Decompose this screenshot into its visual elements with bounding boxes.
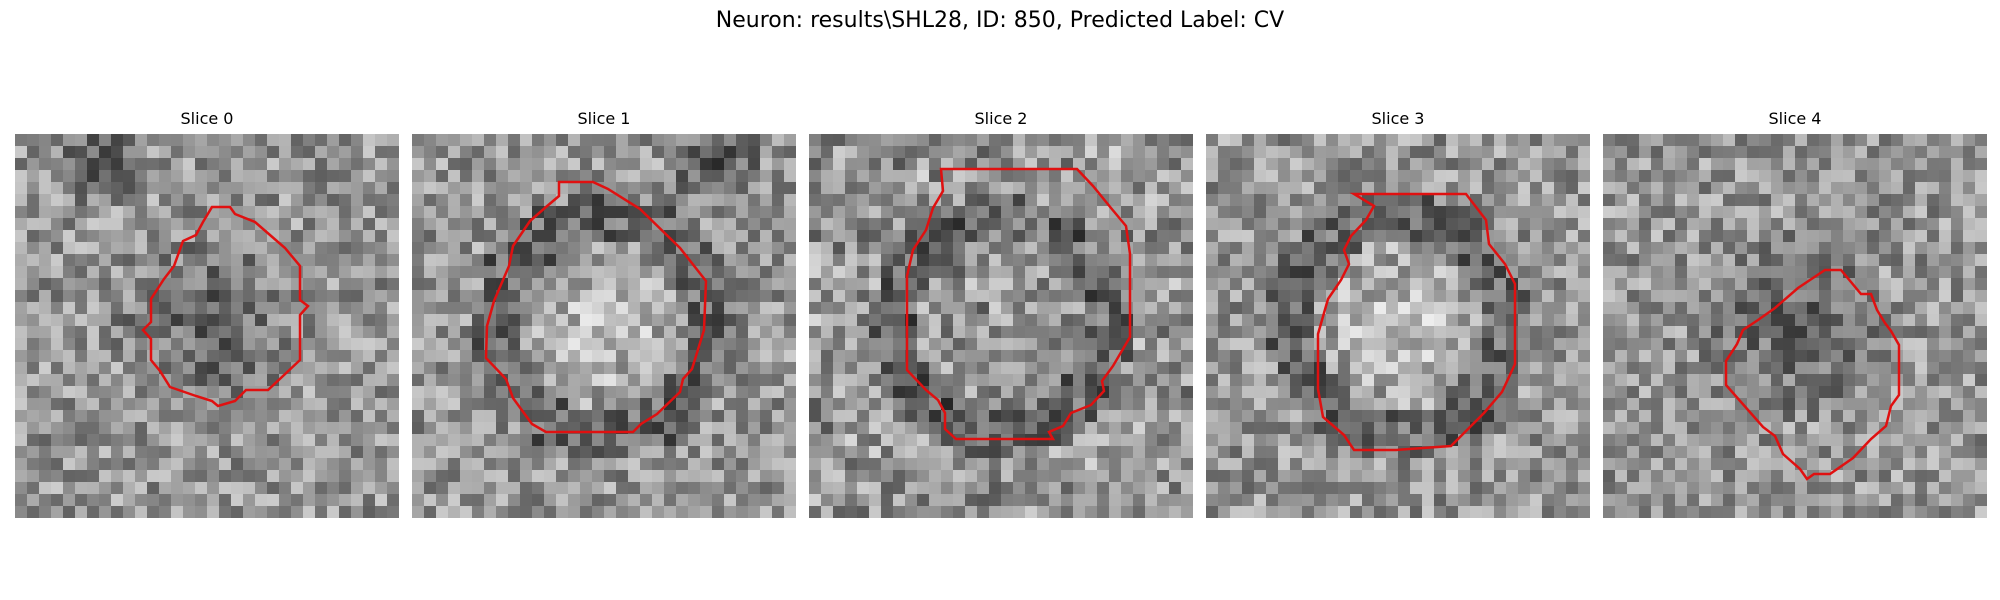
image-pixels bbox=[809, 134, 1193, 518]
image-pixels bbox=[412, 134, 796, 518]
slice-image-0 bbox=[15, 134, 399, 518]
roi-contour bbox=[1316, 192, 1517, 452]
image-pixels bbox=[1603, 134, 1987, 518]
slice-title: Slice 0 bbox=[180, 109, 234, 128]
roi-contour bbox=[905, 167, 1132, 441]
figure-title: Neuron: results\SHL28, ID: 850, Predicte… bbox=[715, 8, 1285, 33]
slice-panel-1: Slice 1 bbox=[412, 108, 796, 518]
slice-title: Slice 1 bbox=[577, 109, 631, 128]
slice-title: Slice 4 bbox=[1768, 109, 1822, 128]
slice-image-1 bbox=[412, 134, 796, 518]
slice-panel-4: Slice 4 bbox=[1603, 108, 1987, 518]
roi-contour bbox=[141, 205, 310, 408]
slice-panel-3: Slice 3 bbox=[1206, 108, 1590, 518]
slice-image-3 bbox=[1206, 134, 1590, 518]
slice-panel-2: Slice 2 bbox=[809, 108, 1193, 518]
slice-panel-0: Slice 0 bbox=[15, 108, 399, 518]
roi-contour bbox=[484, 180, 708, 434]
slice-image-2 bbox=[809, 134, 1193, 518]
roi-contour bbox=[1724, 268, 1901, 481]
image-pixels bbox=[15, 134, 399, 518]
slice-title: Slice 3 bbox=[1371, 109, 1425, 128]
slice-title: Slice 2 bbox=[974, 109, 1028, 128]
image-pixels bbox=[1206, 134, 1590, 518]
slice-image-4 bbox=[1603, 134, 1987, 518]
